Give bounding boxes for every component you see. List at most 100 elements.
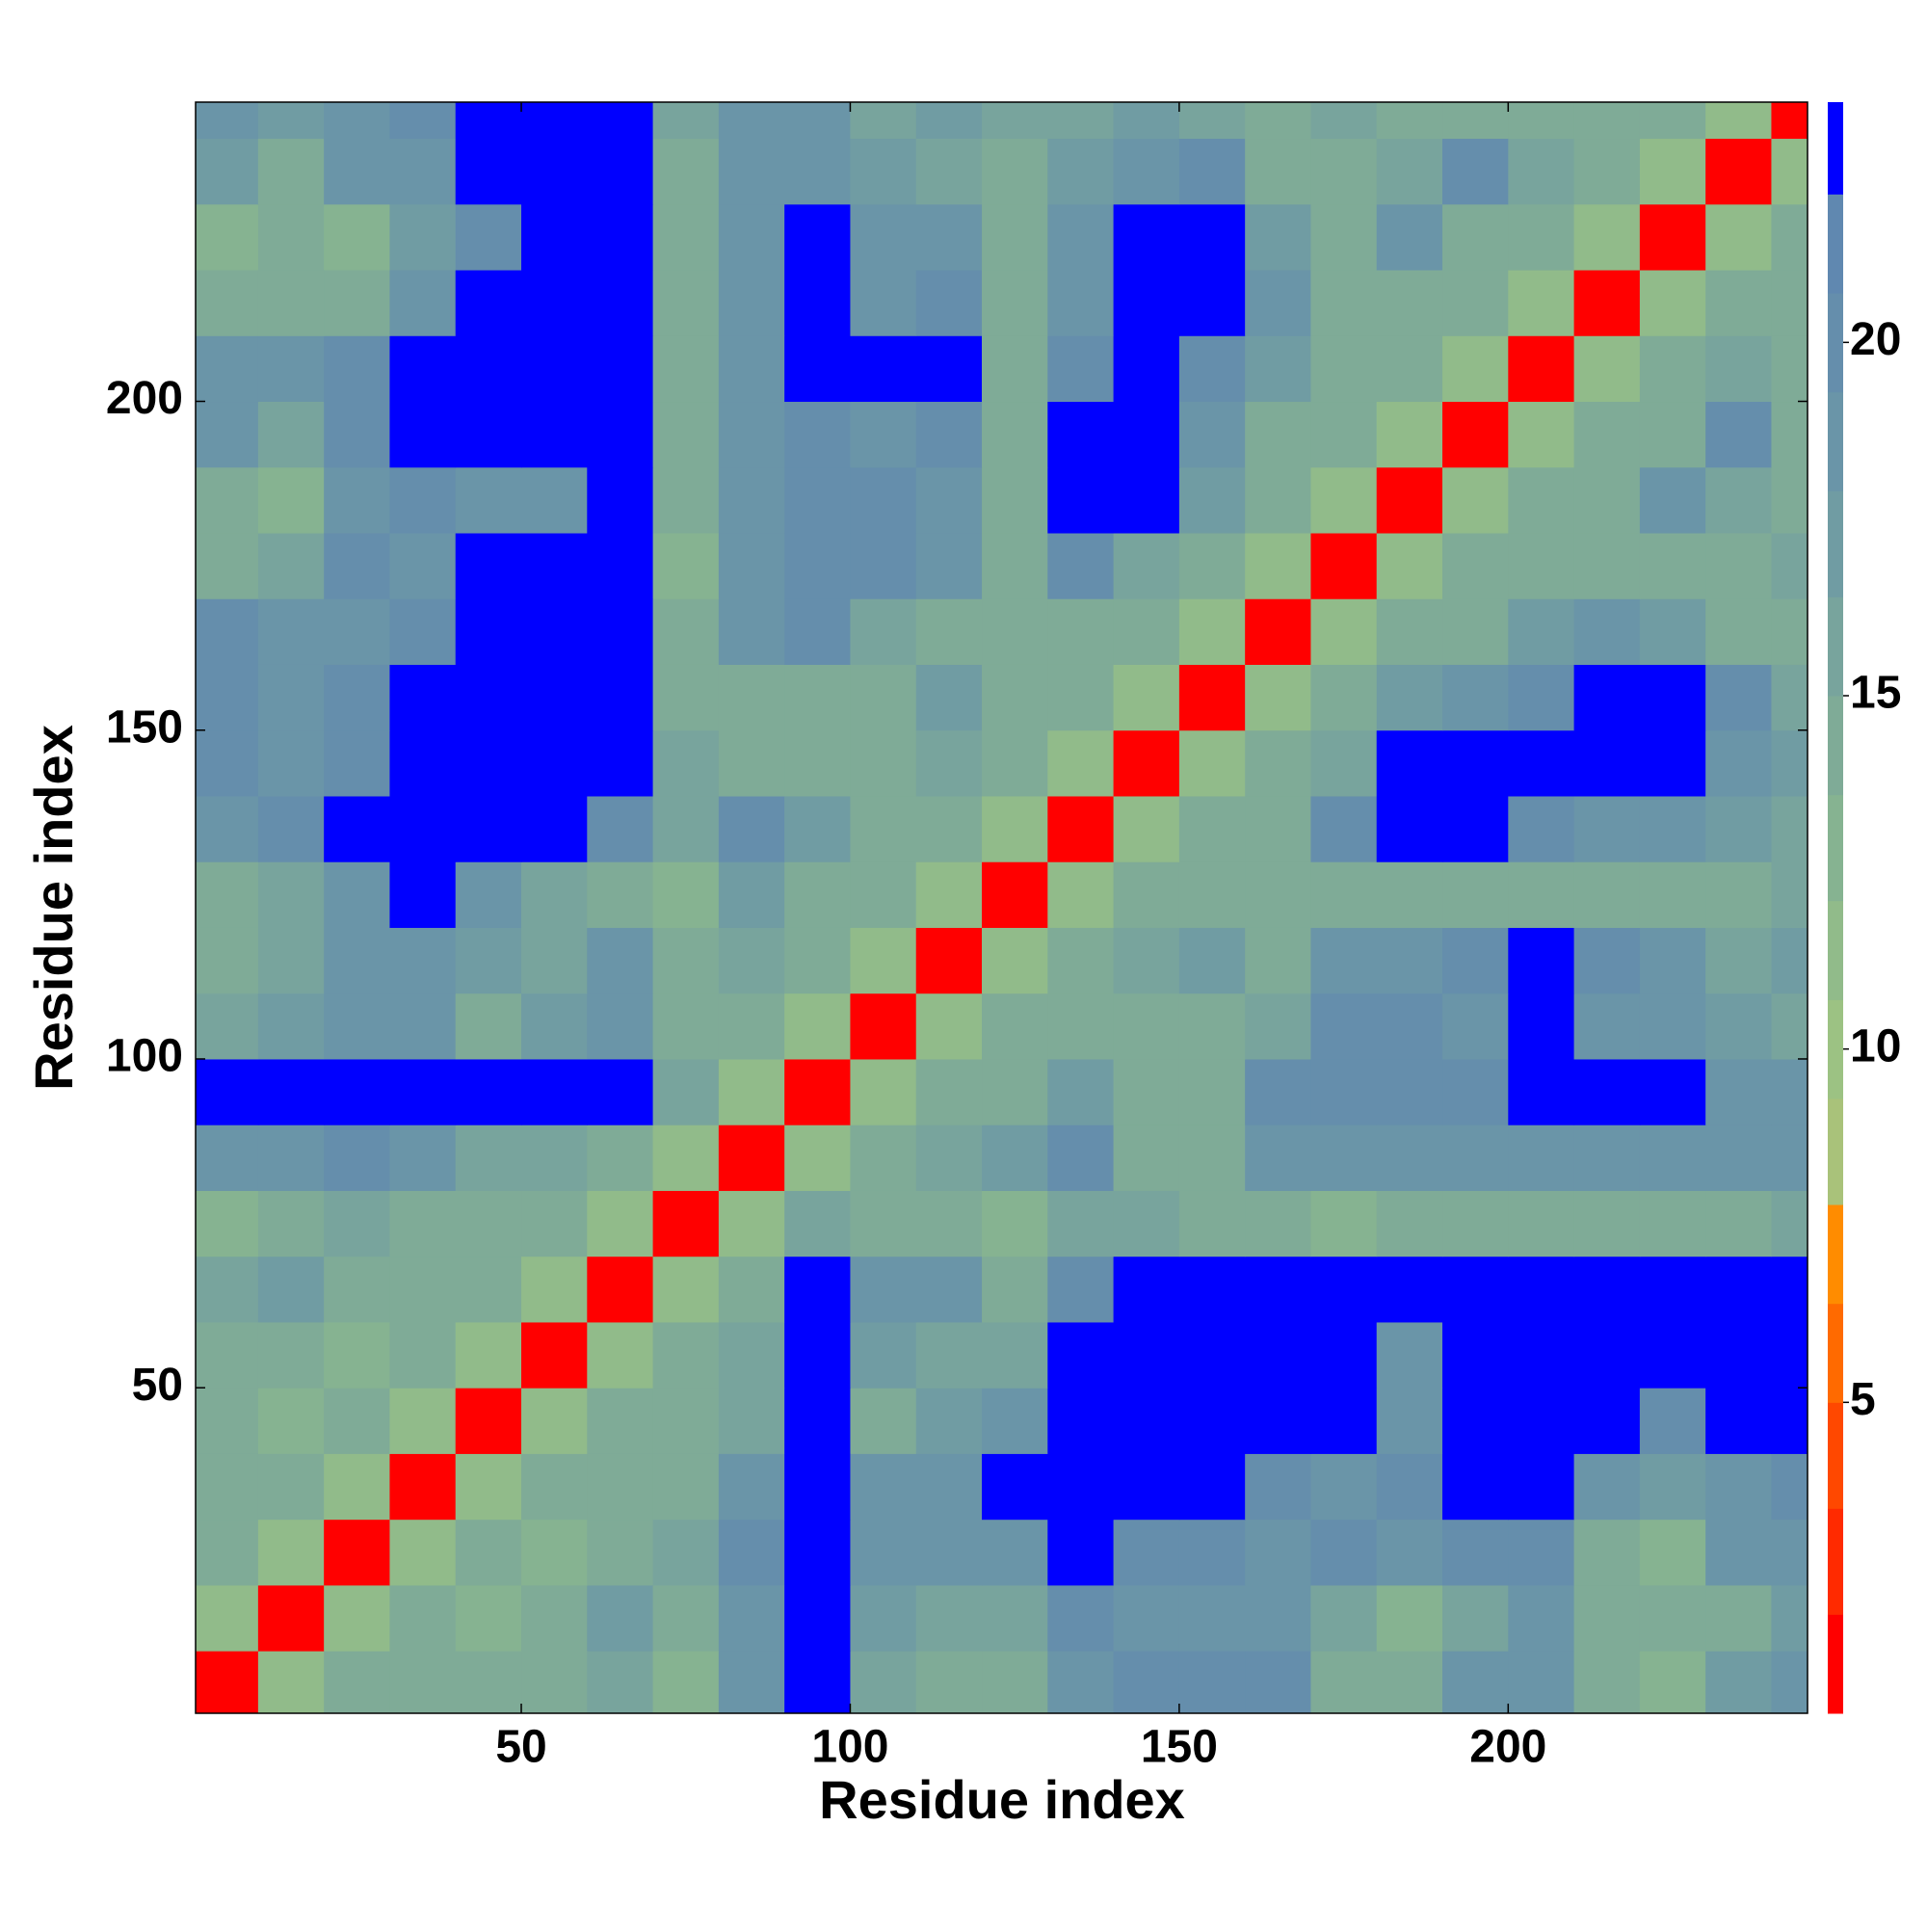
- heatmap-cell: [1508, 1190, 1575, 1257]
- heatmap-cell: [915, 1453, 983, 1521]
- heatmap-cell: [1310, 992, 1378, 1060]
- heatmap-cell: [1245, 1058, 1311, 1125]
- heatmap-cell: [718, 1453, 785, 1521]
- heatmap-cell: [324, 992, 390, 1060]
- heatmap-cell: [389, 795, 457, 862]
- x-axis-title: Residue index: [819, 1769, 1185, 1830]
- heatmap-cell: [1442, 203, 1509, 271]
- colorbar-segment: [1828, 1098, 1843, 1205]
- heatmap-cell: [389, 1584, 457, 1652]
- heatmap-cell: [1178, 203, 1246, 271]
- heatmap-cell: [196, 1584, 259, 1652]
- heatmap-cell: [784, 598, 851, 665]
- heatmap-cell: [850, 401, 917, 468]
- heatmap-cell: [1113, 533, 1180, 599]
- heatmap-cell: [784, 1190, 851, 1257]
- heatmap-cell: [1442, 1651, 1509, 1713]
- heatmap-cell: [324, 1256, 390, 1323]
- heatmap-cell: [455, 664, 522, 731]
- heatmap-cell: [389, 1190, 457, 1257]
- heatmap-cell: [1639, 1651, 1706, 1713]
- heatmap-cell: [521, 664, 588, 731]
- heatmap-cell: [521, 401, 588, 468]
- heatmap-cell: [1508, 401, 1575, 468]
- heatmap-cell: [652, 533, 720, 599]
- heatmap-cell: [196, 992, 259, 1060]
- heatmap-cell: [1639, 1388, 1706, 1454]
- heatmap-cell: [915, 270, 983, 336]
- heatmap-cell: [1639, 861, 1706, 928]
- heatmap-cell: [1178, 1058, 1246, 1125]
- heatmap-cell: [587, 795, 654, 862]
- heatmap-cell: [1705, 138, 1772, 205]
- heatmap-cell: [1573, 861, 1641, 928]
- colorbar-segment: [1828, 1204, 1843, 1305]
- heatmap-cell: [1705, 270, 1772, 336]
- heatmap-cell: [1573, 533, 1641, 599]
- heatmap-cell: [455, 138, 522, 205]
- heatmap-cell: [389, 203, 457, 271]
- heatmap-cell: [389, 401, 457, 468]
- heatmap-cell: [1178, 664, 1246, 731]
- heatmap-cell: [521, 466, 588, 534]
- heatmap-cell: [1047, 138, 1115, 205]
- heatmap-cell: [1442, 1190, 1509, 1257]
- heatmap-cell: [587, 466, 654, 534]
- heatmap-cell: [982, 270, 1048, 336]
- heatmap-cell: [1047, 401, 1115, 468]
- heatmap-cell: [521, 1519, 588, 1586]
- heatmap-cell: [1376, 335, 1443, 403]
- heatmap-cell: [1376, 1256, 1443, 1323]
- heatmap-cell: [652, 138, 720, 205]
- heatmap-cell: [1047, 270, 1115, 336]
- heatmap-cell: [1310, 102, 1378, 140]
- heatmap-cell: [1508, 466, 1575, 534]
- heatmap-cell: [324, 598, 390, 665]
- heatmap-cell: [324, 1651, 390, 1713]
- heatmap-cell: [1376, 1125, 1443, 1191]
- heatmap-cell: [196, 1058, 259, 1125]
- heatmap-cell: [1245, 102, 1311, 140]
- heatmap-cell: [1508, 102, 1575, 140]
- heatmap-cell: [915, 203, 983, 271]
- heatmap-cell: [196, 533, 259, 599]
- heatmap-cell: [1178, 138, 1246, 205]
- heatmap-cell: [718, 598, 785, 665]
- heatmap-cell: [1573, 1388, 1641, 1454]
- heatmap-cell: [652, 664, 720, 731]
- colorbar-segment: [1828, 596, 1843, 697]
- heatmap-cells: [196, 102, 1808, 1713]
- heatmap-cell: [1113, 992, 1180, 1060]
- heatmap-cell: [915, 598, 983, 665]
- heatmap-cell: [915, 1584, 983, 1652]
- heatmap-cell: [1442, 1321, 1509, 1389]
- heatmap-cell: [455, 270, 522, 336]
- colorbar-segment: [1828, 293, 1843, 393]
- heatmap-cell: [1508, 270, 1575, 336]
- heatmap-cell: [1310, 1321, 1378, 1389]
- heatmap-cell: [455, 992, 522, 1060]
- heatmap-cell: [652, 598, 720, 665]
- heatmap-cell: [1705, 1125, 1772, 1191]
- heatmap-cell: [1639, 927, 1706, 994]
- heatmap-cell: [1310, 138, 1378, 205]
- heatmap-cell: [1639, 401, 1706, 468]
- heatmap-cell: [1245, 1125, 1311, 1191]
- heatmap-cell: [718, 203, 785, 271]
- heatmap-cell: [1442, 1125, 1509, 1191]
- heatmap-cell: [196, 138, 259, 205]
- heatmap-cell: [718, 401, 785, 468]
- heatmap-cell: [257, 335, 325, 403]
- heatmap-cell: [1573, 1584, 1641, 1652]
- heatmap-cell: [1310, 598, 1378, 665]
- heatmap-cell: [455, 795, 522, 862]
- heatmap-cell: [521, 1256, 588, 1323]
- heatmap-cell: [652, 1125, 720, 1191]
- heatmap-cell: [1705, 1058, 1772, 1125]
- heatmap-cell: [196, 1519, 259, 1586]
- heatmap-cell: [1771, 664, 1808, 731]
- heatmap-cell: [389, 729, 457, 797]
- heatmap-cell: [915, 335, 983, 403]
- heatmap-cell: [850, 729, 917, 797]
- heatmap-cell: [1376, 1584, 1443, 1652]
